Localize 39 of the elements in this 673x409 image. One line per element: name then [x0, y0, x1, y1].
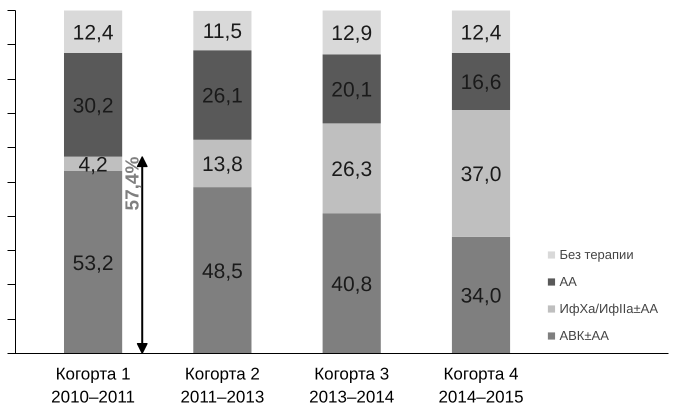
legend-label: АВК±АА	[559, 328, 609, 343]
bar	[322, 123, 381, 214]
data-label: 20,1	[331, 78, 372, 102]
legend-label: ИфХа/ИфIIa±АА	[559, 301, 658, 316]
bar	[452, 236, 510, 354]
bar	[193, 10, 252, 50]
data-label: 40,8	[331, 273, 372, 296]
data-label: 16,6	[460, 71, 502, 94]
data-label: 12,4	[460, 21, 502, 44]
data-label: 4,2	[78, 153, 108, 176]
data-label: 26,3	[331, 158, 372, 181]
bar	[193, 140, 252, 188]
x-tick-label: Когорта 4 2014–2015	[438, 364, 524, 406]
legend-label: АА	[559, 274, 578, 289]
bar	[64, 53, 122, 157]
data-label: 13,8	[202, 152, 243, 176]
x-tick-label: Когорта 1 2010–2011	[51, 364, 136, 406]
data-label: 34,0	[460, 284, 502, 308]
data-label: 53,2	[72, 252, 114, 275]
annotation: 57,4%	[122, 156, 144, 210]
bar	[322, 10, 381, 54]
x-tick-label: Когорта 2 2011–2013	[180, 364, 264, 406]
data-label: 12,9	[331, 22, 372, 45]
bar	[193, 50, 252, 140]
bar	[452, 53, 510, 110]
bar	[193, 187, 252, 354]
bar	[452, 10, 510, 54]
legend-label: Без терапии	[559, 247, 634, 262]
bar	[64, 10, 122, 54]
data-label: 48,5	[202, 260, 243, 283]
data-label: 12,4	[72, 21, 114, 44]
x-tick-label: Когорта 3 2013–2014	[309, 364, 394, 406]
data-label: 26,1	[202, 84, 243, 108]
data-label: 30,2	[72, 94, 114, 118]
bar	[322, 54, 381, 124]
data-label: 11,5	[202, 20, 242, 44]
bar	[452, 110, 510, 237]
bar	[322, 214, 381, 354]
data-label: 37,0	[460, 162, 502, 186]
